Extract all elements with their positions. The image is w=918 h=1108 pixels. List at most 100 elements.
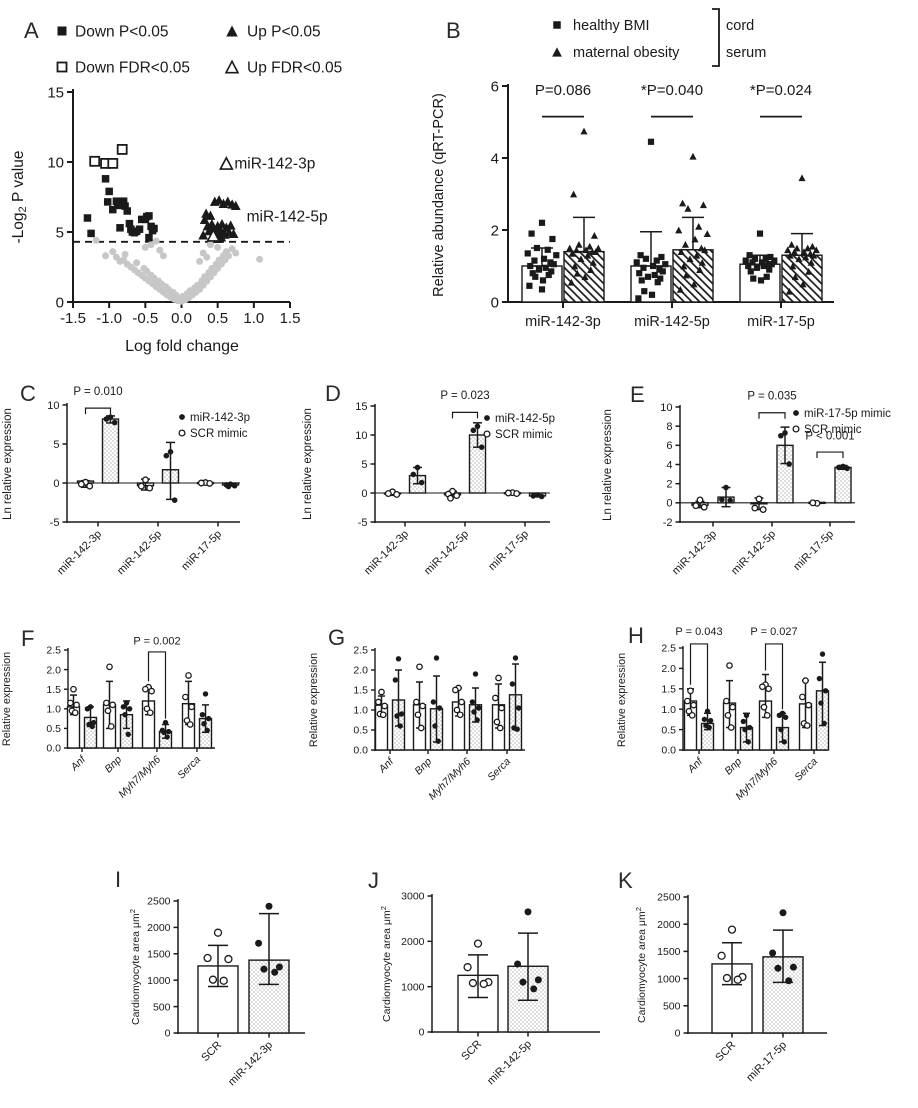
svg-text:0: 0 [56,294,64,311]
svg-text:0.0: 0.0 [353,745,368,757]
svg-text:maternal obesity: maternal obesity [573,45,680,61]
svg-text:*P=0.040: *P=0.040 [641,82,703,99]
svg-text:2.0: 2.0 [46,664,61,676]
svg-text:miR-142-3p: miR-142-3p [190,412,250,424]
svg-text:miR-142-3p: miR-142-3p [234,155,315,172]
svg-text:5: 5 [56,224,64,241]
svg-text:0.0: 0.0 [661,745,676,757]
svg-text:P = 0.043: P = 0.043 [675,626,722,638]
svg-text:P = 0.002: P = 0.002 [133,636,180,648]
svg-text:SCR mimic: SCR mimic [804,424,862,436]
svg-text:1500: 1500 [657,946,681,958]
svg-text:3000: 3000 [401,891,425,903]
svg-text:Anf: Anf [685,755,706,776]
svg-text:1.0: 1.0 [46,703,61,715]
svg-text:1.0: 1.0 [661,704,676,716]
svg-text:Down FDR<0.05: Down FDR<0.05 [75,59,190,76]
svg-text:miR-142-5p: miR-142-5p [422,528,471,577]
svg-text:P = 0.035: P = 0.035 [747,390,796,402]
panel-letter-d: D [325,381,341,406]
svg-text:P < 0.001: P < 0.001 [805,431,854,443]
svg-text:Myh7/Myh6: Myh7/Myh6 [426,756,473,803]
svg-text:-1.0: -1.0 [96,310,122,327]
panel-letter-g: G [328,625,346,650]
svg-text:miR-142-5p: miR-142-5p [495,413,555,425]
chart-a-volcano-plot: Down P<0.05 Up P<0.05 Down FDR<0.05 Up FDR<… [10,23,342,355]
svg-text:0: 0 [491,294,499,311]
svg-text:miR-17-5p: miR-17-5p [486,528,531,573]
chart-i-cardiomyocyte-area: 0 500 1000 1500 2000 2500 SCR miR-142-3p Cardiom… [128,896,305,1088]
svg-text:*P=0.024: *P=0.024 [750,82,812,99]
svg-text:Ln relative expression: Ln relative expression [602,409,614,521]
svg-text:miR-142-5p: miR-142-5p [247,209,328,226]
svg-text:10: 10 [355,430,367,442]
svg-text:Cardiomyocyte area μm2: Cardiomyocyte area μm2 [379,906,393,1022]
svg-text:1.0: 1.0 [353,705,368,717]
svg-text:-5: -5 [358,517,368,529]
svg-text:2500: 2500 [657,892,681,904]
svg-text:1.5: 1.5 [280,310,301,327]
panel-letter-k: K [618,868,633,893]
svg-text:Relative expression: Relative expression [616,653,628,747]
svg-text:2000: 2000 [147,922,171,934]
svg-text:miR-142-5p: miR-142-5p [634,314,710,330]
svg-text:Relative expression: Relative expression [308,653,320,747]
svg-text:2.0: 2.0 [353,665,368,677]
svg-text:4: 4 [491,150,499,167]
svg-text:Bnp: Bnp [722,756,744,778]
svg-text:miR-142-3p: miR-142-3p [362,528,411,577]
svg-text:0.5: 0.5 [353,725,368,737]
svg-text:Cardiomyocyte area μm2: Cardiomyocyte area μm2 [128,909,142,1025]
svg-text:SCR mimic: SCR mimic [495,429,553,441]
svg-text:4: 4 [666,459,672,471]
svg-text:15: 15 [47,84,64,101]
svg-text:healthy BMI: healthy BMI [573,18,650,34]
svg-text:Ln relative expression: Ln relative expression [302,408,314,520]
svg-text:Serca: Serca [175,754,203,782]
svg-text:15: 15 [355,401,367,413]
svg-text:Anf: Anf [376,755,397,776]
svg-text:miR-17-5p: miR-17-5p [179,528,224,573]
svg-text:miR-17-5p: miR-17-5p [744,1039,789,1084]
svg-text:0.5: 0.5 [46,723,61,735]
svg-text:Bnp: Bnp [102,754,124,776]
svg-text:8: 8 [666,421,672,433]
svg-text:2000: 2000 [657,919,681,931]
svg-text:SCR: SCR [199,1039,224,1064]
svg-text:0: 0 [361,488,367,500]
svg-text:1000: 1000 [147,975,171,987]
svg-text:SCR: SCR [459,1038,484,1063]
svg-text:P = 0.023: P = 0.023 [440,390,489,402]
svg-text:-0.5: -0.5 [132,310,158,327]
chart-j-cardiomyocyte-area: 0 1000 2000 3000 SCR miR-142-5p Cardiomyocyte … [379,891,600,1087]
svg-text:Anf: Anf [68,753,89,774]
svg-text:serum: serum [726,45,766,61]
svg-text:Serca: Serca [485,756,513,784]
svg-text:2.0: 2.0 [661,663,676,675]
svg-text:Up FDR<0.05: Up FDR<0.05 [247,59,342,76]
svg-text:2500: 2500 [147,896,171,908]
panel-letter-c: C [20,381,36,406]
svg-text:Bnp: Bnp [412,756,434,778]
svg-text:cord: cord [726,18,754,34]
svg-text:miR-142-3p: miR-142-3p [525,314,601,330]
svg-text:0.5: 0.5 [207,310,228,327]
svg-text:500: 500 [663,1000,681,1012]
svg-text:1000: 1000 [657,973,681,985]
svg-text:miR-17-5p mimic: miR-17-5p mimic [804,408,891,420]
svg-text:6: 6 [666,440,672,452]
svg-text:2.5: 2.5 [661,643,676,655]
panel-letter-b: B [446,18,461,43]
svg-text:Serca: Serca [792,756,820,784]
svg-text:0: 0 [675,1028,681,1040]
svg-text:SCR mimic: SCR mimic [190,428,248,440]
svg-text:10: 10 [47,400,59,412]
svg-text:P=0.086: P=0.086 [535,82,591,99]
svg-text:P = 0.010: P = 0.010 [73,386,122,398]
svg-text:SCR: SCR [713,1039,738,1064]
svg-text:0: 0 [419,1027,425,1039]
svg-text:10: 10 [47,154,64,171]
